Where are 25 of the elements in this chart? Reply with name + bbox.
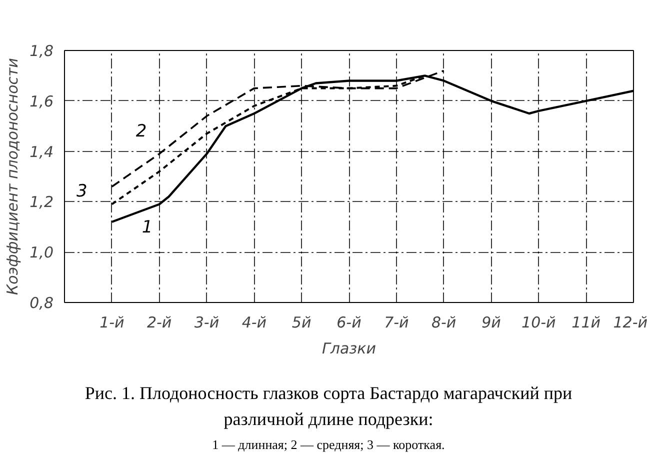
x-tick-label: 9й bbox=[482, 314, 502, 332]
y-tick-label: 1,6 bbox=[30, 92, 54, 110]
x-tick-label: 4-й bbox=[242, 314, 267, 332]
x-tick-label: 2-й bbox=[146, 314, 172, 332]
x-tick-label: 5й bbox=[292, 314, 312, 332]
x-tick-label: 6-й bbox=[336, 314, 362, 332]
y-axis-title: Коэффициент плодоносности bbox=[4, 58, 22, 296]
y-tick-label: 1,0 bbox=[30, 244, 54, 262]
text: Рис. 1. Плодоносность глазков сорта Бастардо магарачский при различной длине подрезки: bbox=[84, 382, 574, 431]
series-label: 3 bbox=[76, 182, 88, 202]
series-label: 2 bbox=[136, 121, 147, 142]
x-tick-label: 7-й bbox=[384, 314, 410, 332]
series-label: 1 bbox=[142, 218, 153, 238]
y-tick-label: 1,8 bbox=[30, 42, 54, 60]
x-tick-label: 11й bbox=[572, 314, 601, 332]
y-tick-label: 0,8 bbox=[30, 294, 54, 312]
x-tick-label: 8-й bbox=[431, 314, 456, 332]
x-tick-label: 3-й bbox=[194, 314, 220, 332]
x-tick-label: 1-й bbox=[100, 314, 125, 332]
x-tick-label: 10-й bbox=[522, 314, 556, 332]
text: 1 — длинная; 2 — средняя; 3 — короткая. bbox=[211, 436, 446, 454]
x-tick-label: 12-й bbox=[613, 314, 647, 332]
y-tick-label: 1,4 bbox=[30, 142, 54, 161]
y-tick-label: 1,2 bbox=[30, 193, 54, 212]
x-axis-title: Глазки bbox=[322, 340, 376, 358]
